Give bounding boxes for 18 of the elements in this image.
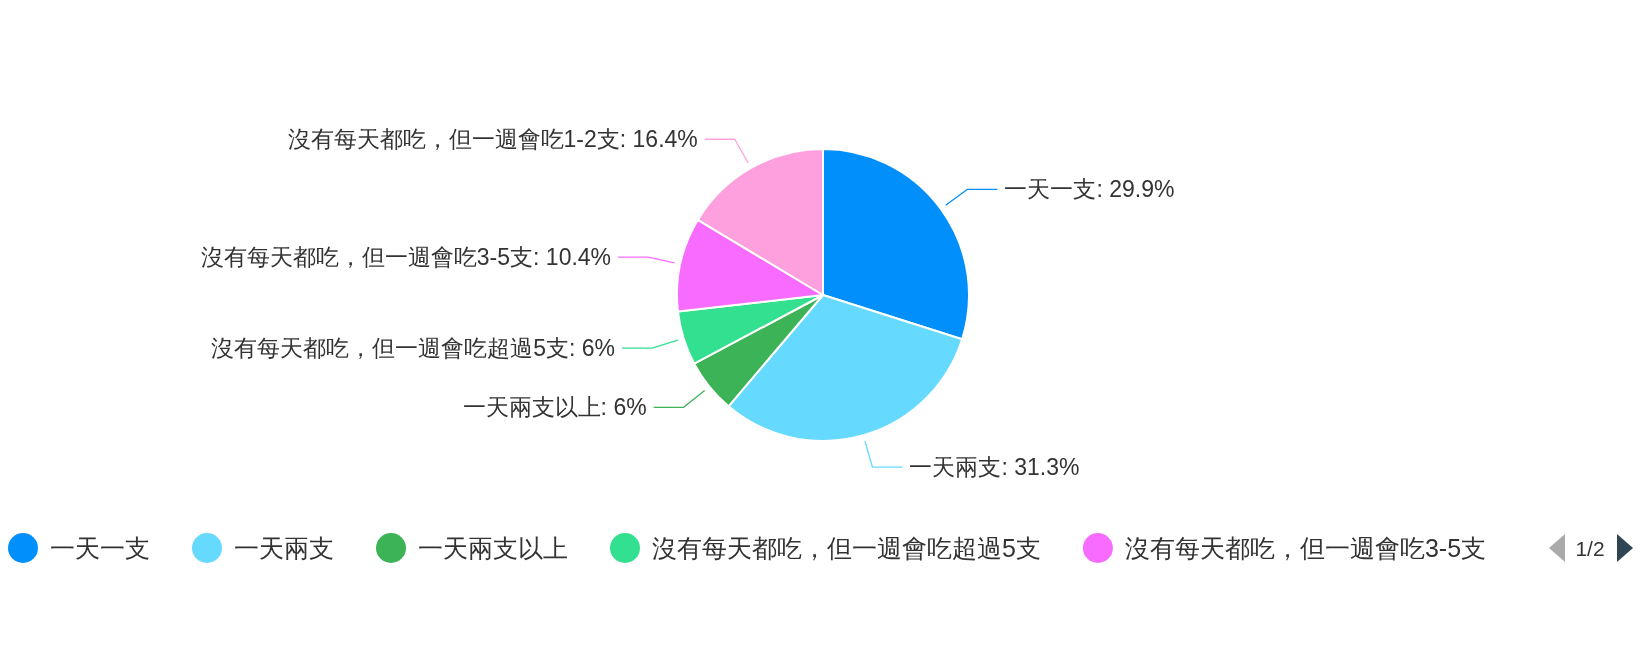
legend-label: 一天一支 (50, 534, 150, 562)
legend-label: 沒有每天都吃，但一週會吃超過5支 (652, 534, 1041, 562)
data-label: : 10.4% (533, 244, 612, 271)
slice-label: 沒有每天都吃，但一週會吃1-2支 (287, 126, 620, 153)
data-label: : 29.9% (1096, 176, 1175, 203)
slice-label: 沒有每天都吃，但一週會吃超過5支 (211, 335, 570, 362)
legend-label: 一天兩支 (234, 534, 334, 562)
slice-label: 一天一支 (1004, 176, 1097, 203)
legend-label: 一天兩支以上 (418, 534, 568, 562)
data-label: : 16.4% (619, 126, 698, 153)
legend-label: 沒有每天都吃，但一週會吃3-5支 (1124, 534, 1487, 562)
data-label: : 31.3% (1001, 454, 1080, 481)
slice-label: 沒有每天都吃，但一週會吃3-5支 (200, 244, 534, 271)
slice-label: 一天兩支 (909, 454, 1002, 481)
data-label: : 6% (569, 335, 616, 362)
text: 1/2 (1575, 536, 1605, 560)
data-label: : 6% (600, 394, 647, 421)
slice-label: 一天兩支以上 (462, 394, 601, 421)
